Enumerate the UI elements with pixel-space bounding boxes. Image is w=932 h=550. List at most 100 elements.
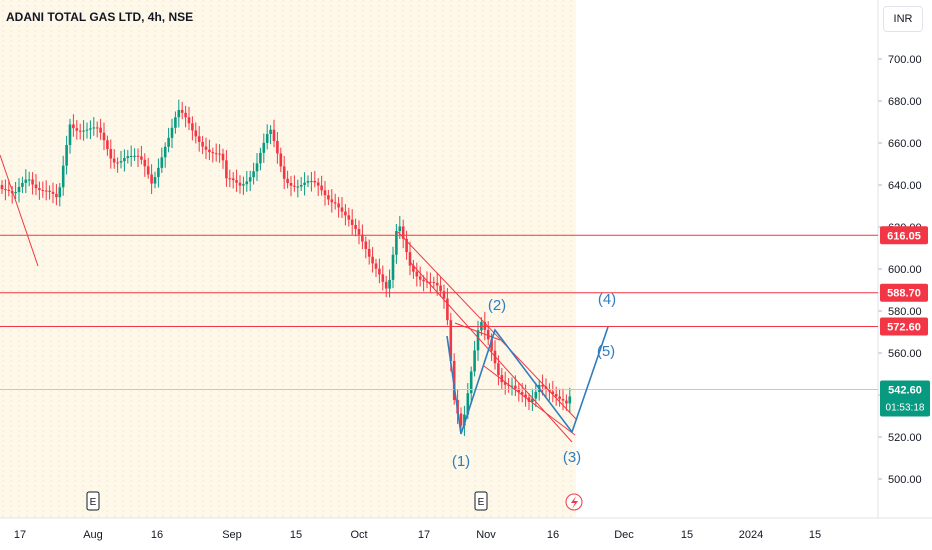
- candle-body: [24, 179, 28, 183]
- candle-body: [466, 393, 470, 415]
- candle-body: [388, 279, 391, 289]
- candle-body: [561, 399, 565, 401]
- wave-label: (3): [563, 449, 581, 466]
- candle-body: [31, 179, 34, 185]
- candle-body: [282, 166, 286, 179]
- candle-body: [306, 181, 310, 183]
- price-tick-label: 700.00: [888, 54, 922, 66]
- candle-body: [364, 241, 368, 249]
- candle-body: [177, 109, 181, 118]
- candle-body: [180, 109, 184, 113]
- candle-body: [442, 291, 446, 299]
- candle-body: [497, 363, 500, 376]
- candle-body: [7, 189, 11, 191]
- candle-body: [143, 159, 147, 167]
- candle-body: [510, 385, 514, 387]
- candle-body: [27, 179, 31, 181]
- candle-body: [58, 187, 62, 198]
- candle-body: [425, 281, 429, 283]
- level-price-label: 588.70: [887, 288, 921, 300]
- time-tick-label: 15: [290, 529, 302, 541]
- time-tick-label: 15: [809, 529, 821, 541]
- candle-body: [327, 195, 330, 200]
- candle-body: [75, 128, 79, 131]
- candle-body: [187, 117, 191, 124]
- candle-body: [174, 117, 177, 128]
- candle-body: [541, 384, 544, 387]
- price-tick-label: 500.00: [888, 474, 922, 486]
- earnings-marker[interactable]: [86, 491, 100, 511]
- candle-body: [14, 192, 17, 194]
- time-tick-label: 17: [14, 529, 26, 541]
- time-tick-label: Nov: [476, 529, 496, 541]
- candle-body: [514, 385, 517, 389]
- candle-body: [286, 178, 289, 184]
- candle-body: [184, 112, 187, 118]
- candle-body: [313, 180, 317, 183]
- candle-body: [126, 156, 130, 158]
- candle-body: [490, 339, 493, 351]
- candle-body: [163, 146, 167, 158]
- candle-body: [401, 226, 405, 239]
- candle-body: [381, 274, 385, 282]
- candle-body: [269, 129, 272, 135]
- candle-body: [415, 271, 419, 277]
- candle-body: [235, 180, 238, 183]
- candle-body: [405, 238, 408, 253]
- candle-body: [38, 188, 41, 191]
- candle-body: [140, 156, 143, 160]
- candle-body: [21, 182, 24, 187]
- candle-body: [44, 190, 48, 192]
- trend-line: [0, 154, 39, 267]
- wave-label: (4): [598, 291, 616, 308]
- candle-body: [10, 190, 14, 194]
- candle-body: [296, 186, 300, 188]
- candle-body: [398, 226, 402, 232]
- time-tick-label: 17: [418, 529, 430, 541]
- candle-body: [65, 144, 68, 166]
- candle-body: [558, 396, 561, 400]
- price-tick-label: 640.00: [888, 180, 922, 192]
- currency-button[interactable]: INR: [883, 6, 923, 32]
- candle-body: [119, 161, 123, 163]
- candle-body: [439, 285, 442, 292]
- candle-body: [371, 256, 374, 264]
- candle-body: [551, 391, 555, 395]
- candle-body: [310, 180, 313, 182]
- candle-body: [289, 183, 293, 186]
- candle-body: [194, 130, 198, 137]
- candle-body: [446, 298, 449, 321]
- candle-body: [265, 134, 269, 143]
- channel-line: [397, 231, 578, 421]
- wave-label: (1): [452, 453, 470, 470]
- chart-title: ADANI TOTAL GAS LTD, 4h, NSE: [6, 10, 194, 24]
- earnings-marker[interactable]: [474, 491, 488, 511]
- candle-body: [228, 178, 232, 180]
- candle-body: [293, 185, 296, 187]
- candle-body: [361, 234, 364, 242]
- candle-body: [357, 228, 361, 235]
- candle-body: [146, 166, 150, 175]
- candle-body: [255, 163, 259, 172]
- wave-label: (5): [597, 343, 615, 360]
- candle-body: [17, 186, 21, 193]
- candle-body: [340, 207, 344, 212]
- candle-body: [473, 350, 476, 372]
- candle-body: [85, 129, 89, 131]
- candle-body: [106, 140, 109, 150]
- candle-body: [157, 167, 160, 178]
- candle-body: [272, 129, 276, 141]
- candle-body: [344, 211, 347, 216]
- candle-body: [520, 392, 524, 395]
- candle-body: [218, 153, 221, 155]
- candle-body: [242, 184, 245, 186]
- candle-body: [153, 177, 157, 184]
- candle-body: [418, 276, 422, 280]
- candle-body: [486, 329, 490, 340]
- candle-body: [170, 127, 174, 138]
- candle-body: [524, 394, 527, 398]
- candle-body: [463, 414, 466, 426]
- level-price-label: 616.05: [887, 230, 921, 242]
- candle-body: [245, 181, 249, 185]
